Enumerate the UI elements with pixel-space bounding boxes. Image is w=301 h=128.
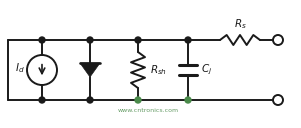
- Text: $I_d$: $I_d$: [15, 61, 25, 75]
- Circle shape: [135, 37, 141, 43]
- Circle shape: [135, 97, 141, 103]
- Circle shape: [275, 97, 281, 103]
- Circle shape: [87, 37, 93, 43]
- Text: www.cntronics.com: www.cntronics.com: [117, 108, 178, 113]
- Circle shape: [273, 95, 283, 105]
- Circle shape: [273, 35, 283, 45]
- Circle shape: [185, 37, 191, 43]
- Text: $C_j$: $C_j$: [201, 63, 212, 77]
- Circle shape: [185, 97, 191, 103]
- Polygon shape: [80, 63, 100, 77]
- Text: $R_{sh}$: $R_{sh}$: [150, 63, 167, 77]
- Circle shape: [39, 37, 45, 43]
- Text: $R_s$: $R_s$: [234, 17, 247, 31]
- Circle shape: [39, 97, 45, 103]
- Circle shape: [87, 97, 93, 103]
